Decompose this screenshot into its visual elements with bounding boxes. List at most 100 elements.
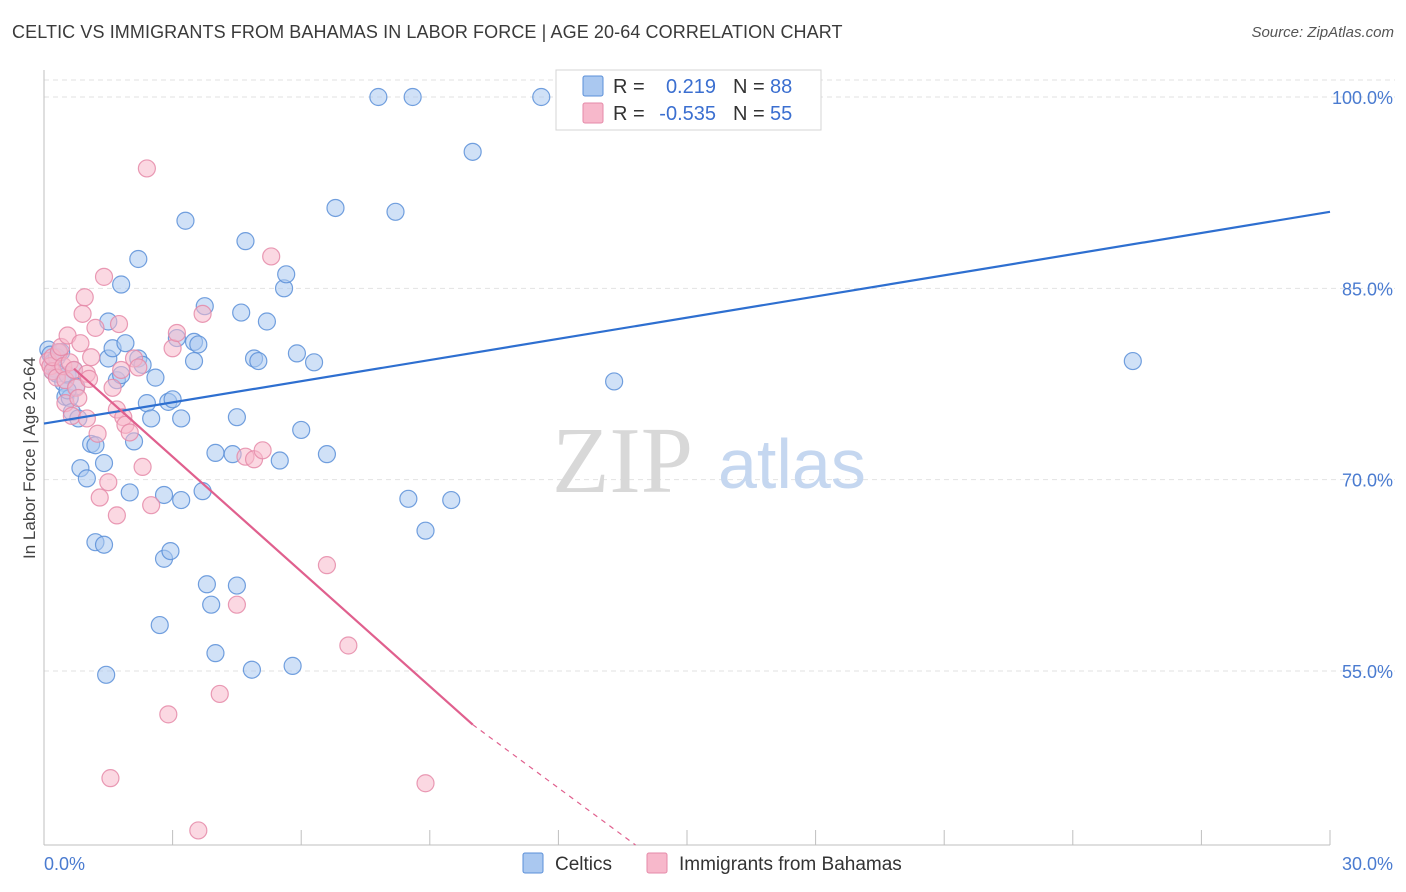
celtics-point (197, 575, 216, 594)
series-bahamas-points (39, 159, 435, 840)
bahamas-point (107, 506, 126, 525)
celtics-point (206, 443, 225, 462)
watermark-atlas: atlas (718, 425, 866, 503)
bahamas-point (189, 821, 208, 840)
watermark-zip: ZIP (552, 409, 693, 513)
bahamas-point (133, 457, 152, 477)
celtics-point (193, 482, 212, 501)
celtics-point (77, 469, 96, 488)
bahamas-point (73, 304, 92, 323)
celtics-point (232, 303, 251, 322)
celtics-point (283, 656, 302, 675)
bahamas-point (88, 424, 107, 443)
celtics-point (442, 490, 461, 510)
chart-title: CELTIC VS IMMIGRANTS FROM BAHAMAS IN LAB… (12, 22, 843, 42)
legend-swatch-celtics (522, 852, 544, 874)
stats-r-label-b: R = (613, 103, 645, 125)
celtics-point (120, 483, 139, 502)
stats-n-value-b: 55 (770, 103, 792, 125)
bahamas-point (69, 388, 88, 408)
celtics-point (112, 275, 131, 294)
bahamas-point (75, 288, 94, 307)
bahamas-point (416, 774, 435, 793)
bahamas-point (79, 369, 99, 388)
bahamas-point (129, 358, 148, 377)
bahamas-point (193, 304, 212, 323)
celtics-point (532, 87, 551, 107)
watermark: ZIP atlas (552, 409, 866, 513)
bahamas-point (227, 595, 246, 614)
celtics-point (94, 535, 114, 554)
series-celtics-points (39, 87, 1142, 684)
celtics-point (94, 453, 114, 473)
celtics-point (287, 344, 307, 363)
celtics-point (605, 372, 624, 391)
trend-lines (43, 210, 1331, 846)
celtics-point (227, 408, 246, 427)
stats-n-label-b: N = (733, 103, 765, 125)
source-credit: Source: ZipAtlas.com (1251, 24, 1394, 41)
celtics-point (326, 198, 345, 218)
celtics-point (161, 541, 180, 561)
celtics-point (369, 87, 388, 107)
bahamas-point (317, 556, 337, 575)
celtics-point (249, 351, 268, 371)
x-tick-label: 30.0% (1342, 854, 1393, 874)
bahamas-point (142, 496, 161, 515)
celtics-point (399, 489, 418, 508)
y-tick-labels: 100.0% 85.0% 70.0% 55.0% (1332, 88, 1393, 682)
celtics-point (463, 142, 482, 161)
bahamas-point (103, 378, 122, 397)
x-ticks: 0.0% 30.0% (43, 830, 1393, 874)
stats-swatch-bahamas (582, 102, 604, 124)
bahamas-point (163, 339, 182, 358)
y-tick-label: 55.0% (1342, 662, 1393, 682)
trend-line-bahamas (73, 367, 474, 726)
y-tick-label: 100.0% (1332, 88, 1393, 108)
bahamas-point (101, 769, 120, 788)
trend-line-bahamas-extension (472, 724, 636, 846)
bahamas-point (210, 684, 229, 704)
legend: Celtics Immigrants from Bahamas (522, 852, 902, 875)
celtics-point (1123, 351, 1142, 371)
celtics-point (236, 232, 255, 251)
celtics-point (292, 420, 311, 440)
bahamas-point (253, 441, 272, 460)
bahamas-point (137, 159, 156, 178)
celtics-point (257, 312, 277, 331)
bahamas-point (82, 348, 101, 367)
legend-swatch-bahamas (646, 852, 668, 874)
celtics-point (206, 644, 225, 663)
celtics-point (146, 368, 165, 387)
bahamas-point (99, 473, 118, 492)
bahamas-point (86, 318, 105, 337)
y-tick-label: 85.0% (1342, 279, 1393, 299)
celtics-point (172, 409, 191, 428)
y-tick-label: 70.0% (1342, 471, 1393, 491)
celtics-point (163, 390, 182, 409)
celtics-point (184, 351, 204, 371)
celtics-point (97, 665, 116, 684)
celtics-point (154, 485, 174, 505)
bahamas-point (339, 636, 358, 655)
celtics-point (386, 202, 405, 221)
celtics-point (116, 334, 135, 353)
celtics-point (277, 265, 296, 284)
bahamas-point (62, 406, 81, 425)
celtics-point (202, 595, 221, 614)
legend-label-bahamas: Immigrants from Bahamas (679, 854, 902, 875)
bahamas-point (90, 488, 109, 507)
celtics-point (304, 353, 324, 372)
celtics-point (176, 211, 195, 230)
trend-line-celtics (43, 210, 1331, 425)
bahamas-point (109, 314, 129, 334)
legend-label-celtics: Celtics (555, 854, 612, 875)
bahamas-point (159, 705, 178, 724)
stats-n-label-a: N = (733, 76, 765, 98)
celtics-point (317, 445, 337, 464)
celtics-point (416, 521, 435, 540)
stats-r-value-a: 0.219 (666, 76, 716, 98)
bahamas-point (94, 267, 114, 286)
celtics-point (142, 409, 161, 428)
